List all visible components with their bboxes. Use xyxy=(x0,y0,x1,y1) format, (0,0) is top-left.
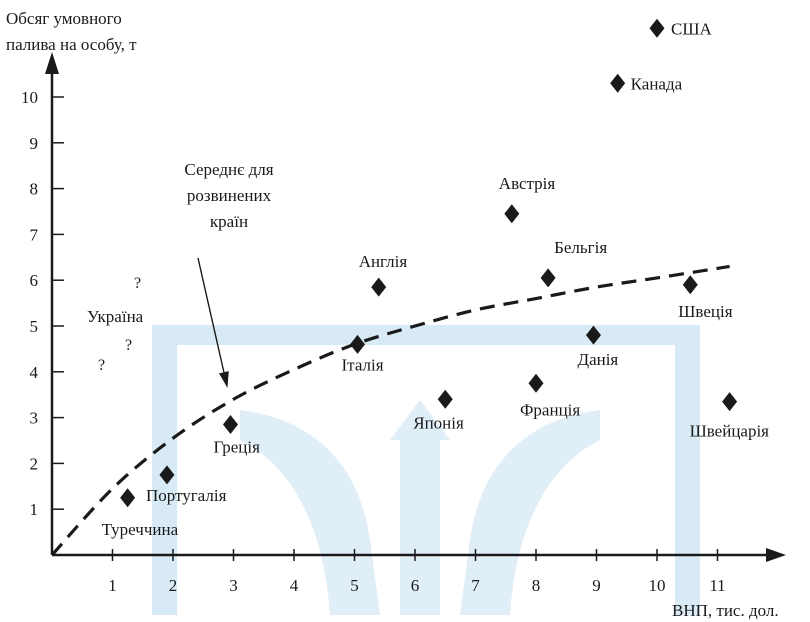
x-ticks: 1 2 3 4 5 6 7 8 9 10 11 xyxy=(108,549,726,595)
data-point-marker xyxy=(649,18,665,38)
annotation-arrow xyxy=(197,257,225,373)
y-tick-label: 2 xyxy=(30,454,39,473)
x-tick-label: 2 xyxy=(169,576,178,595)
x-tick-label: 5 xyxy=(350,576,359,595)
annotation-arrowhead xyxy=(219,371,229,388)
x-tick-label: 7 xyxy=(471,576,480,595)
y-axis-label: Обсяг умовного палива на особу, т xyxy=(6,9,137,54)
x-tick-label: 8 xyxy=(532,576,541,595)
ukraine-question-mark-1: ? xyxy=(134,275,141,292)
data-point-marker xyxy=(610,73,626,93)
x-tick-label: 10 xyxy=(649,576,666,595)
point-labels: США Канада Австрія Бельгія Англія Швеція Данія… xyxy=(102,19,770,538)
trend-curve xyxy=(50,264,730,557)
x-tick-label: 6 xyxy=(411,576,420,595)
data-point-marker xyxy=(371,277,387,297)
data-point-label: Португалія xyxy=(146,486,227,505)
data-point-marker xyxy=(528,373,544,393)
data-point-marker xyxy=(540,268,556,288)
data-point-label: Греція xyxy=(213,437,260,456)
y-tick-label: 4 xyxy=(30,363,39,382)
data-point-label: Данія xyxy=(577,350,618,369)
x-tick-label: 1 xyxy=(108,576,117,595)
data-point-label: Японія xyxy=(413,413,464,432)
annotation-line-1: Середнє для xyxy=(184,160,273,179)
y-axis-label-line1: Обсяг умовного xyxy=(6,9,122,28)
data-point-label: Італія xyxy=(342,355,384,374)
data-point-label: Франція xyxy=(520,400,580,419)
y-axis-arrow xyxy=(45,52,59,74)
data-point-label: Англія xyxy=(359,252,408,271)
data-point-marker xyxy=(585,325,601,345)
watermark-left-shape xyxy=(240,410,380,615)
ukraine-question-mark-2: ? xyxy=(125,337,132,354)
data-point-marker xyxy=(120,488,136,508)
annotation: Середнє для розвинених країн xyxy=(184,160,274,388)
ukraine-question-mark-3: ? xyxy=(98,357,105,374)
y-ticks: 1 2 3 4 5 6 7 8 9 10 xyxy=(21,88,64,519)
ukraine-group: Україна ? ? ? xyxy=(87,275,144,374)
data-point-label: Бельгія xyxy=(554,238,607,257)
x-tick-label: 9 xyxy=(592,576,601,595)
y-tick-label: 5 xyxy=(30,317,39,336)
annotation-line-3: країн xyxy=(210,212,248,231)
x-tick-label: 4 xyxy=(290,576,299,595)
data-point-label: Канада xyxy=(631,74,683,93)
watermark xyxy=(152,325,700,615)
axes xyxy=(45,52,786,562)
x-tick-label: 11 xyxy=(709,576,725,595)
data-points xyxy=(120,18,738,508)
y-tick-label: 6 xyxy=(30,271,39,290)
y-tick-label: 7 xyxy=(30,225,39,244)
y-tick-label: 9 xyxy=(30,134,39,153)
y-tick-label: 3 xyxy=(30,409,39,428)
data-point-label: Туреччина xyxy=(102,520,179,539)
data-point-marker xyxy=(682,275,698,295)
y-tick-label: 1 xyxy=(30,500,39,519)
data-point-marker xyxy=(437,389,453,409)
x-axis-arrow xyxy=(766,548,786,562)
annotation-line-2: розвинених xyxy=(187,186,272,205)
data-point-marker xyxy=(159,465,175,485)
data-point-label: Швеція xyxy=(678,302,732,321)
y-tick-label: 8 xyxy=(30,180,39,199)
ukraine-label: Україна xyxy=(87,307,144,326)
data-point-label: США xyxy=(671,19,712,38)
y-tick-label: 10 xyxy=(21,88,38,107)
data-point-marker xyxy=(350,334,366,354)
watermark-right-shape xyxy=(460,410,600,615)
x-tick-label: 3 xyxy=(229,576,238,595)
data-point-marker xyxy=(722,392,738,412)
watermark-center-shape xyxy=(390,400,450,615)
data-point-label: Австрія xyxy=(499,174,556,193)
data-point-marker xyxy=(222,414,238,434)
data-point-marker xyxy=(504,204,520,224)
data-point-label: Швейцарія xyxy=(690,422,770,441)
x-axis-label: ВНП, тис. дол. xyxy=(672,601,779,620)
y-axis-label-line2: палива на особу, т xyxy=(6,35,137,54)
